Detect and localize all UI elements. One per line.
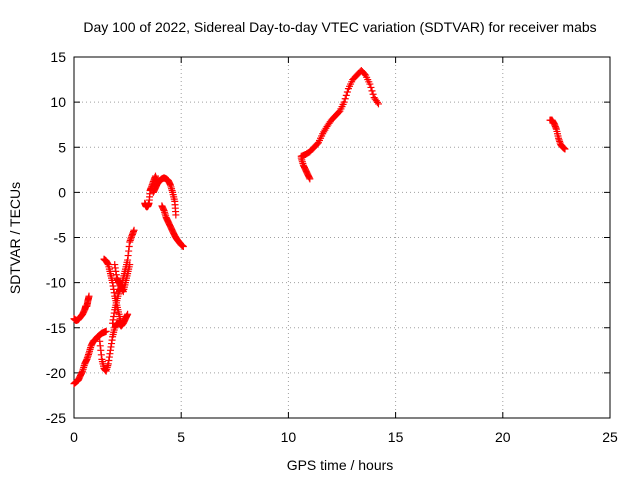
series-segment-4 — [96, 310, 132, 375]
y-tick-label: 0 — [58, 184, 66, 200]
data-point — [367, 83, 375, 91]
x-tick-label: 20 — [495, 429, 511, 445]
data-point — [369, 90, 377, 98]
series-segment-8 — [149, 174, 180, 219]
y-tick-label: -5 — [54, 230, 67, 246]
data-point — [179, 243, 187, 251]
x-tick-label: 5 — [177, 429, 185, 445]
data-point — [561, 145, 569, 153]
data-point — [373, 98, 381, 106]
x-tick-label: 0 — [70, 429, 78, 445]
y-tick-label: -10 — [46, 275, 66, 291]
data-point — [366, 80, 374, 88]
data-point — [102, 327, 110, 335]
y-tick-label: 5 — [58, 139, 66, 155]
data-point — [341, 95, 349, 103]
data-point — [172, 211, 180, 219]
data-point — [124, 310, 132, 318]
series-segment-2 — [70, 327, 110, 388]
y-axis-label: SDTVAR / TECUs — [7, 182, 23, 294]
y-tick-label: -15 — [46, 320, 66, 336]
chart-title: Day 100 of 2022, Sidereal Day-to-day VTE… — [83, 19, 596, 35]
data-point — [342, 91, 350, 99]
data-point — [368, 87, 376, 95]
y-tick-label: -20 — [46, 365, 66, 381]
y-tick-label: 10 — [50, 94, 66, 110]
axis-ticks: 0 5 10 15 20 25 -25 -20 -15 -10 -5 0 5 10 15 — [46, 49, 618, 445]
series-segment-12 — [546, 116, 569, 153]
data-point — [374, 100, 382, 108]
series-segment-11 — [297, 67, 382, 160]
series-segment-9 — [158, 202, 187, 251]
data-point — [85, 292, 93, 300]
y-tick-label: -25 — [46, 410, 66, 426]
x-tick-label: 25 — [602, 429, 618, 445]
series-segment-6 — [111, 261, 134, 296]
y-tick-label: 15 — [50, 49, 66, 65]
data-point — [126, 261, 134, 269]
data-points — [70, 67, 569, 388]
x-tick-label: 15 — [388, 429, 404, 445]
data-point — [306, 175, 314, 183]
data-point — [343, 88, 351, 96]
data-point — [340, 98, 348, 106]
series-segment-10 — [297, 154, 314, 183]
series-segment-1 — [70, 292, 93, 325]
x-axis-label: GPS time / hours — [287, 457, 394, 473]
series-segment-5 — [109, 226, 138, 327]
data-point — [130, 226, 138, 234]
x-tick-label: 10 — [281, 429, 297, 445]
